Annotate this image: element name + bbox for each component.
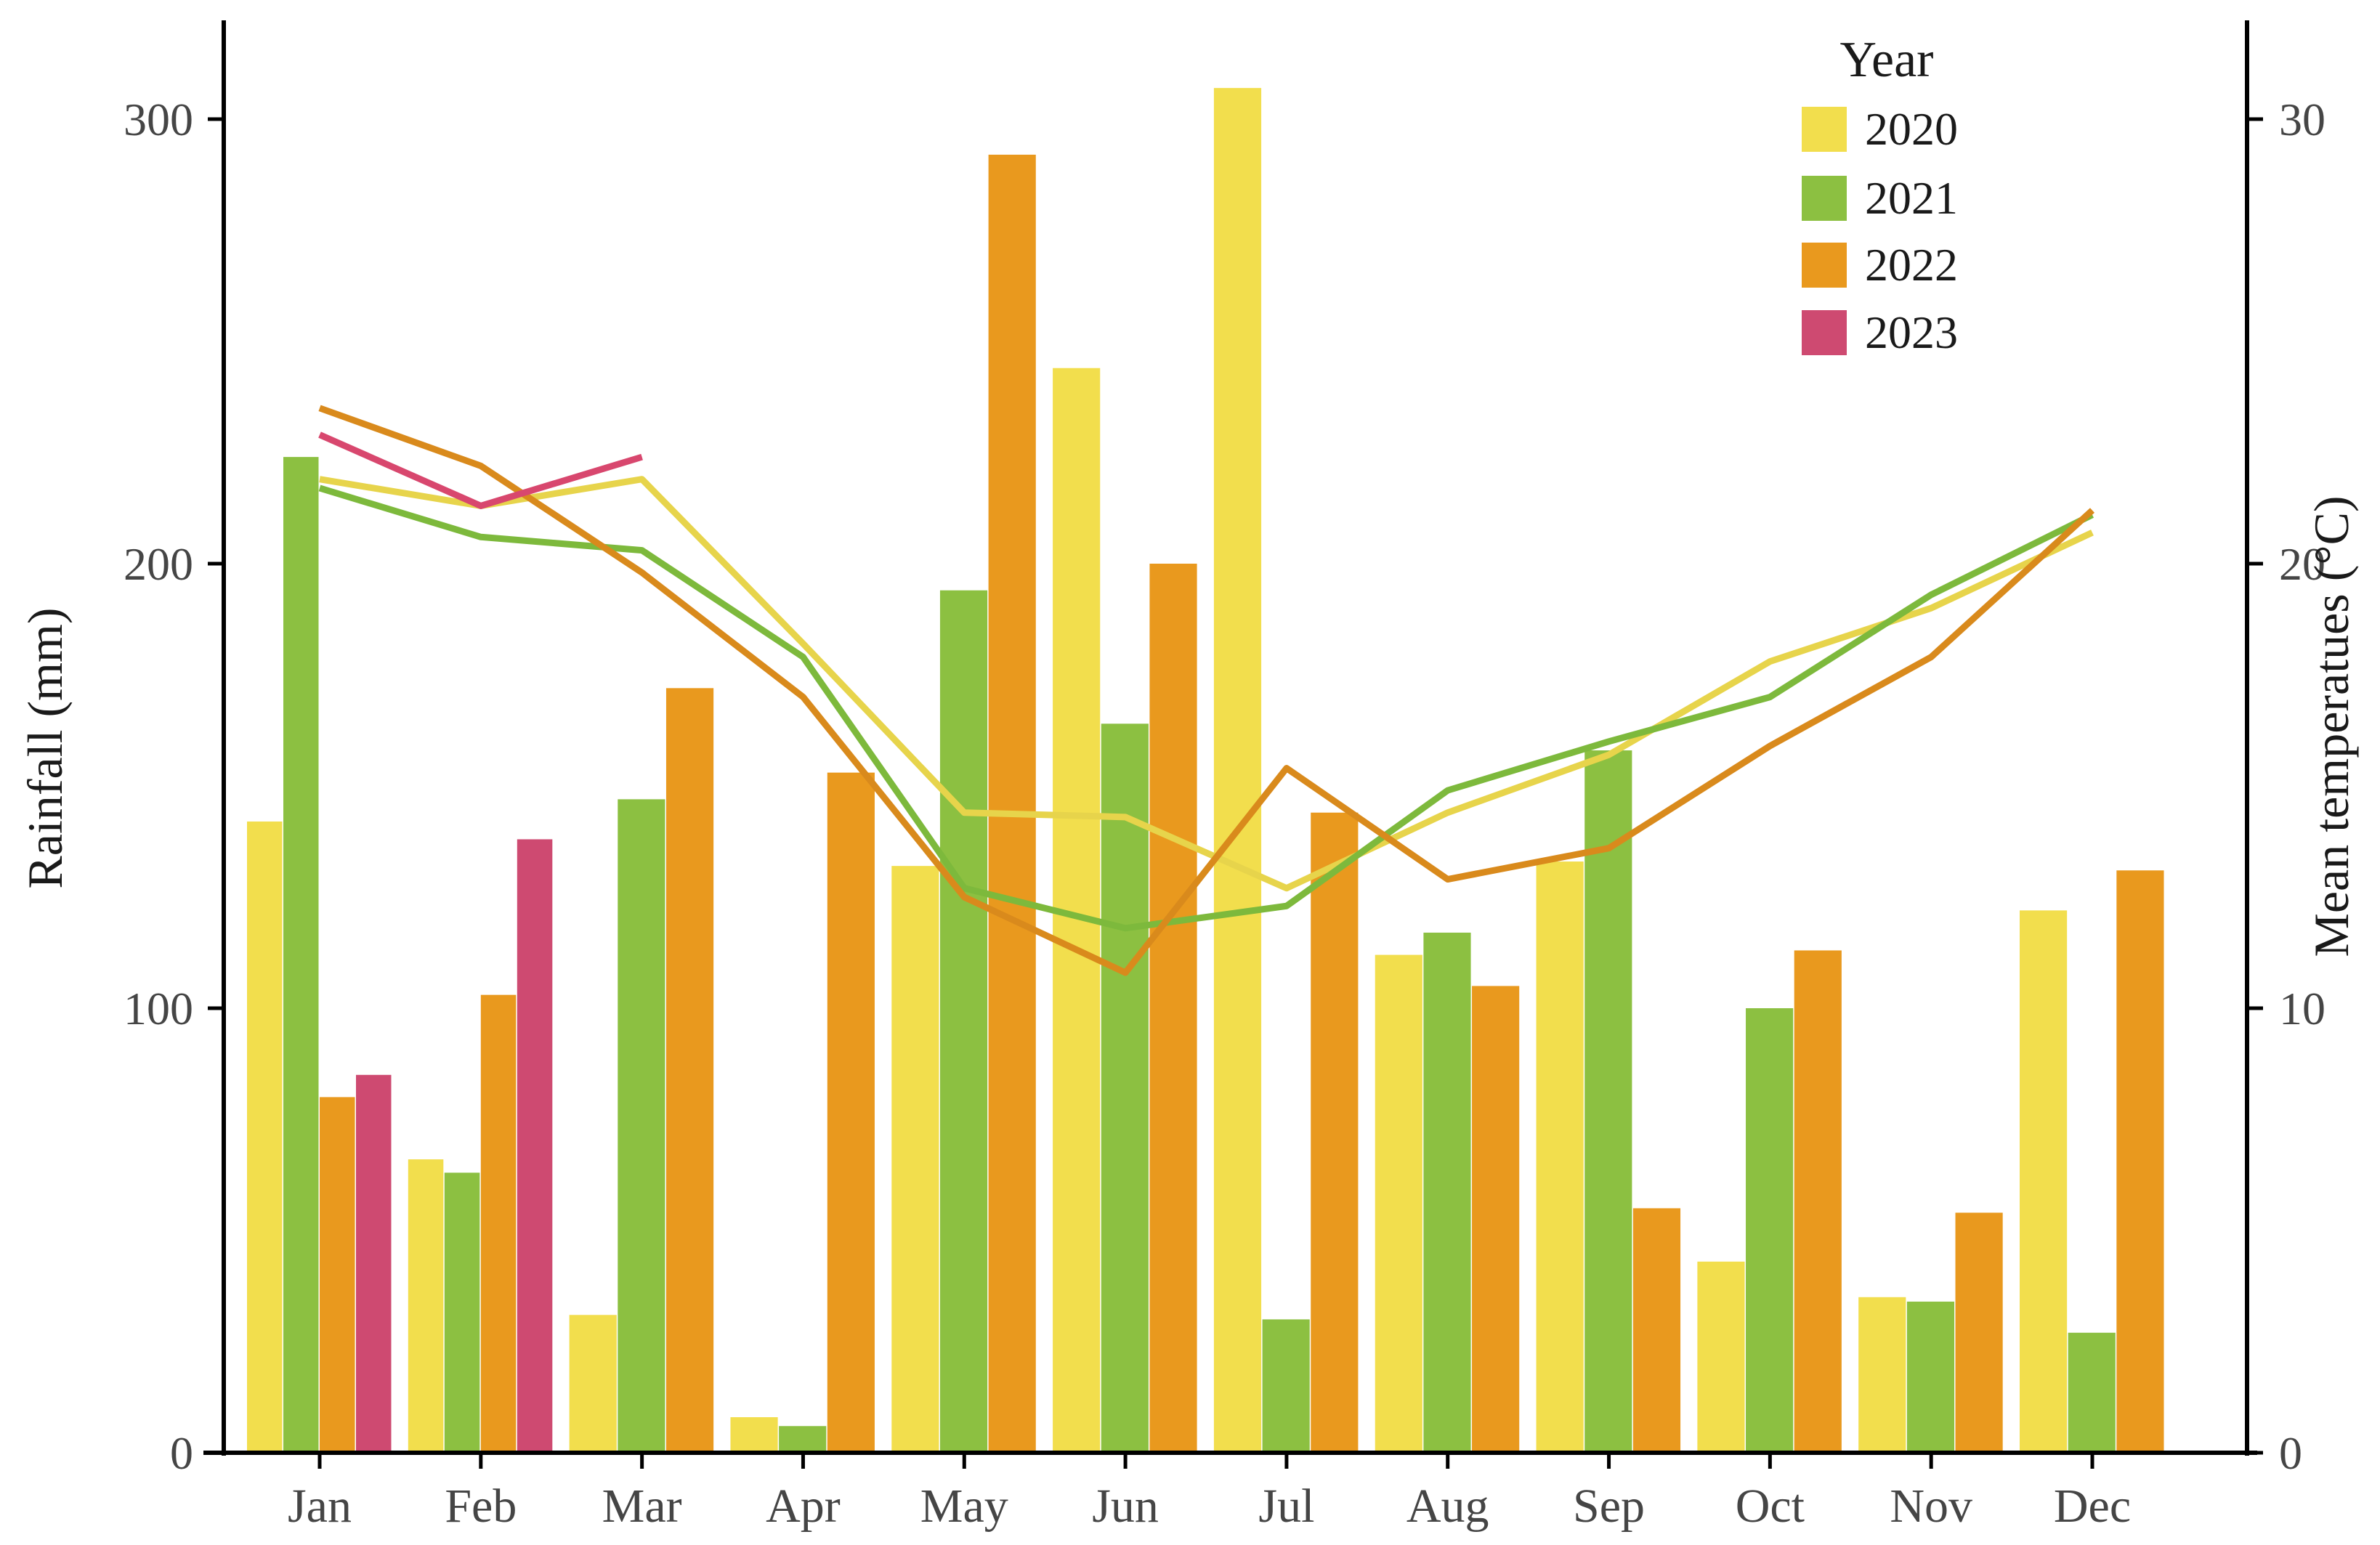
bar-2020-Sep <box>1536 861 1584 1453</box>
bar-2020-Aug <box>1375 954 1422 1453</box>
bar-2022-Aug <box>1472 986 1520 1453</box>
x-tick-label-Apr: Apr <box>766 1480 841 1533</box>
bar-2021-Apr <box>779 1426 827 1453</box>
bar-2020-Nov <box>1858 1297 1906 1453</box>
legend-label-2022: 2022 <box>1865 239 1958 291</box>
line-2022 <box>318 405 2095 976</box>
bar-2020-Oct <box>1697 1261 1745 1453</box>
legend-label-2020: 2020 <box>1865 103 1958 155</box>
bar-2022-Oct <box>1794 950 1842 1453</box>
line-2020 <box>319 476 2094 892</box>
x-tick-label-Jun: Jun <box>1092 1480 1159 1533</box>
bar-2023-Feb <box>517 839 553 1453</box>
bar-2021-Mar <box>618 799 665 1453</box>
x-tick-label-Dec: Dec <box>2054 1480 2131 1533</box>
legend-label-2021: 2021 <box>1865 172 1958 224</box>
x-tick-label-Mar: Mar <box>602 1480 682 1533</box>
bar-2022-May <box>988 154 1036 1453</box>
line-2023 <box>318 431 643 509</box>
bar-2022-Jul <box>1311 812 1359 1453</box>
bar-2022-Sep <box>1632 1208 1681 1453</box>
lines-layer <box>318 405 2095 976</box>
bar-2021-Nov <box>1906 1301 1955 1453</box>
right-tick-label-0: 0 <box>2279 1427 2302 1479</box>
legend-swatch-2023 <box>1802 310 1847 355</box>
x-tick-label-May: May <box>920 1480 1008 1533</box>
bar-2021-Feb <box>444 1172 480 1453</box>
bar-2022-Jan <box>320 1097 355 1453</box>
axes-layer: 0 100 200 300 0 10 20 30 Jan Feb Mar Apr May Jun Jul Au… <box>17 20 2359 1533</box>
bar-2022-Nov <box>1955 1212 2003 1453</box>
x-tick-label-Jan: Jan <box>288 1480 352 1533</box>
bar-2022-Mar <box>665 688 714 1453</box>
bar-2020-Jul <box>1213 88 1262 1453</box>
bar-2021-May <box>939 590 988 1453</box>
bar-2020-Jan <box>247 821 283 1453</box>
left-tick-label-300: 300 <box>124 94 193 145</box>
bar-2020-May <box>891 866 939 1453</box>
bar-2021-Dec <box>2068 1332 2116 1453</box>
x-tick-label-Aug: Aug <box>1406 1480 1489 1533</box>
x-tick-label-Nov: Nov <box>1890 1480 1972 1533</box>
bar-2022-Jun <box>1149 564 1197 1453</box>
bar-2021-Jun <box>1101 723 1149 1453</box>
x-tick-label-Jul: Jul <box>1258 1480 1314 1533</box>
bar-2021-Aug <box>1423 932 1471 1453</box>
bar-2023-Jan <box>356 1074 392 1453</box>
bar-2020-Apr <box>730 1417 778 1453</box>
bar-2020-Feb <box>408 1159 444 1453</box>
bar-2021-Jul <box>1262 1319 1310 1453</box>
x-tick-label-Feb: Feb <box>445 1480 517 1533</box>
right-tick-label-20: 20 <box>2279 538 2326 590</box>
left-axis-title: Rainfall (mm) <box>17 607 73 888</box>
right-tick-label-30: 30 <box>2279 94 2326 145</box>
bars-layer <box>247 88 2164 1453</box>
bar-2021-Sep <box>1584 750 1632 1453</box>
legend: Year 2020 2021 2022 2023 <box>1802 32 1958 358</box>
bar-2020-Dec <box>2020 910 2068 1453</box>
left-tick-label-200: 200 <box>124 538 193 590</box>
bar-2022-Dec <box>2116 870 2164 1453</box>
right-axis-title: Mean temperatues (°C) <box>2304 495 2359 957</box>
bar-2021-Oct <box>1746 1008 1794 1453</box>
legend-label-2023: 2023 <box>1865 307 1958 358</box>
legend-swatch-2021 <box>1802 176 1847 221</box>
left-tick-label-100: 100 <box>124 983 193 1034</box>
right-tick-label-10: 10 <box>2279 983 2326 1034</box>
legend-swatch-2022 <box>1802 243 1847 288</box>
legend-title: Year <box>1840 32 1934 88</box>
bar-2021-Jan <box>283 457 319 1453</box>
bar-2022-Apr <box>827 772 875 1453</box>
x-tick-label-Oct: Oct <box>1736 1480 1805 1533</box>
legend-swatch-2020 <box>1802 107 1847 152</box>
left-tick-label-0: 0 <box>170 1427 193 1479</box>
line-2021 <box>318 484 2094 932</box>
bar-2022-Feb <box>480 994 517 1453</box>
x-tick-label-Sep: Sep <box>1573 1480 1645 1533</box>
bar-2020-Mar <box>569 1315 617 1453</box>
